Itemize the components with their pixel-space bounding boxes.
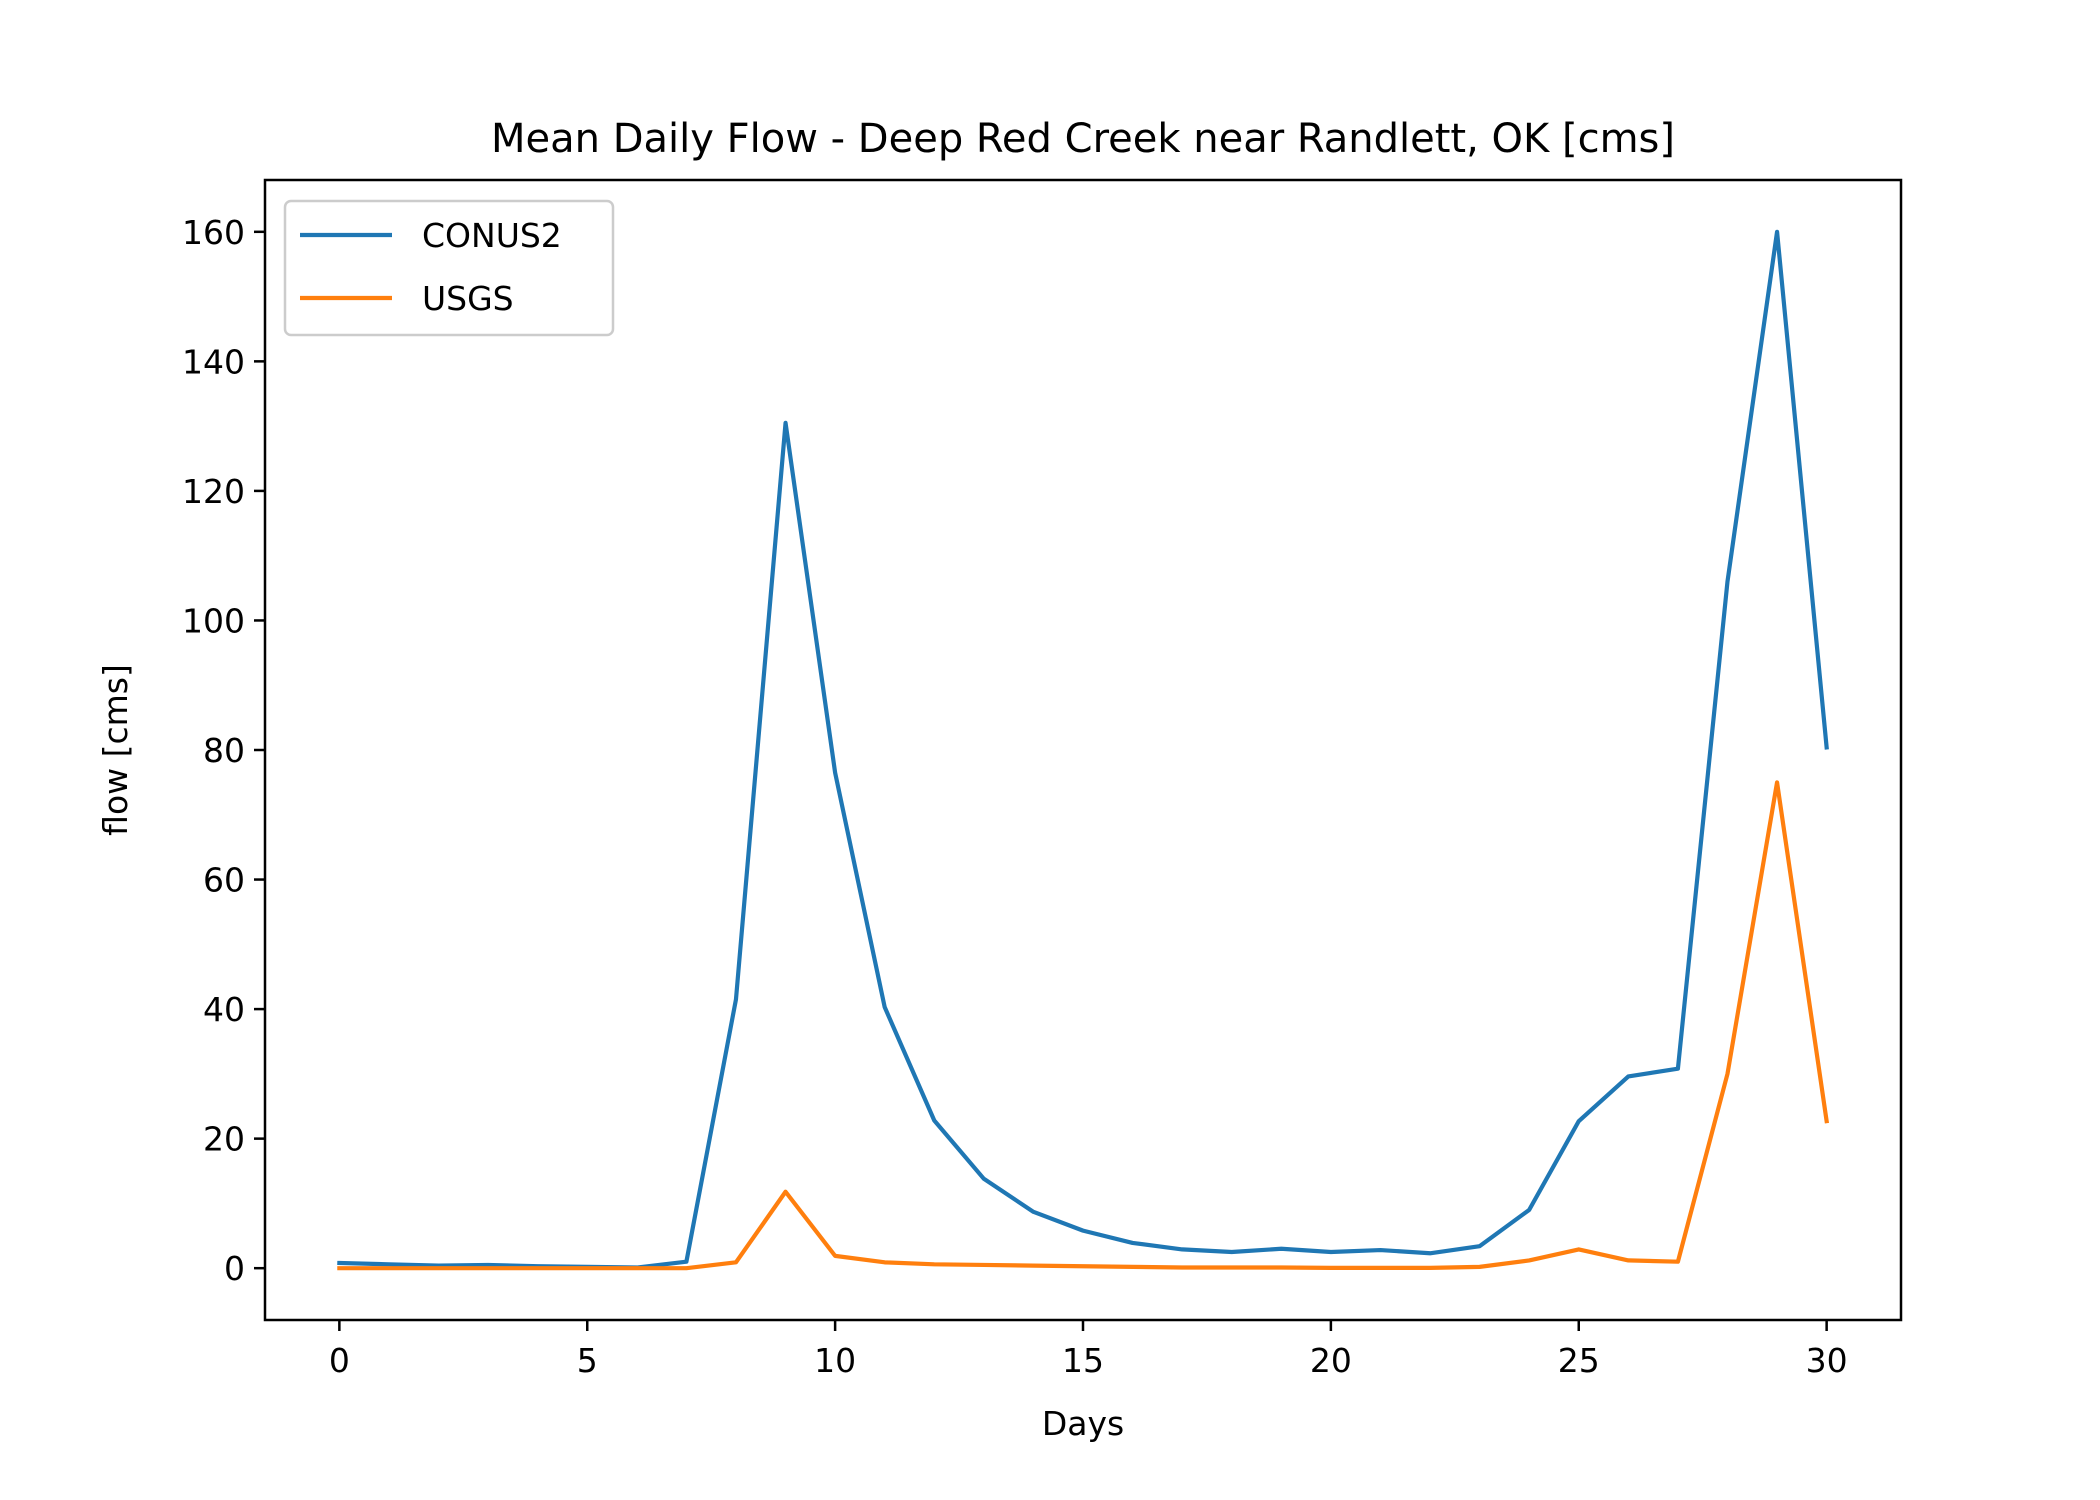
x-axis: 0 5 10 15 20 25 30	[329, 1320, 1848, 1380]
y-tick-label: 160	[182, 213, 245, 252]
x-axis-label: Days	[1042, 1404, 1124, 1443]
series-line-usgs	[337, 780, 1830, 1271]
y-axis: 0 20 40 60 80 100 120 140 160	[182, 213, 265, 1288]
legend-label-conus2: CONUS2	[422, 216, 562, 255]
plot-lines	[337, 229, 1830, 1271]
plot-frame	[263, 178, 1903, 1322]
x-tick-label: 10	[814, 1341, 856, 1380]
y-tick-label: 100	[182, 601, 245, 640]
y-axis-label: flow [cms]	[96, 664, 135, 836]
y-tick-label: 140	[182, 342, 245, 381]
legend: CONUS2 USGS	[283, 199, 615, 337]
x-tick-label: 25	[1558, 1341, 1600, 1380]
x-tick-label: 20	[1310, 1341, 1352, 1380]
chart-title: Mean Daily Flow - Deep Red Creek near Ra…	[491, 116, 1675, 162]
legend-label-usgs: USGS	[422, 279, 514, 318]
y-tick-label: 80	[203, 731, 245, 770]
x-tick-label: 5	[577, 1341, 598, 1380]
y-tick-label: 20	[203, 1120, 245, 1159]
y-tick-label: 40	[203, 990, 245, 1029]
y-tick-label: 120	[182, 472, 245, 511]
x-tick-label: 15	[1062, 1341, 1104, 1380]
y-tick-label: 60	[203, 861, 245, 900]
x-tick-label: 0	[329, 1341, 350, 1380]
y-tick-label: 0	[224, 1249, 245, 1288]
x-tick-label: 30	[1806, 1341, 1848, 1380]
